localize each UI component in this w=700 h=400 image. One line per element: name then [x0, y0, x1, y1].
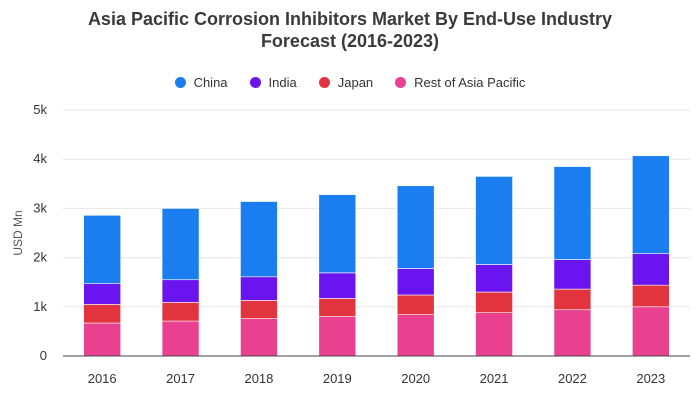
chart-title-line-1: Asia Pacific Corrosion Inhibitors Market…	[87, 9, 613, 29]
chart-title-line-2: Forecast (2016-2023)	[260, 31, 440, 51]
y-tick-label: 4k	[33, 151, 47, 166]
bar-rest-2017	[161, 320, 200, 357]
y-tick-label: 0	[40, 348, 47, 363]
bar-rest-2019	[318, 316, 357, 357]
bar-india-2016	[83, 283, 121, 305]
legend-item-china[interactable]: China	[174, 75, 228, 90]
y-tick-label: 2k	[33, 250, 47, 265]
bar-rest-2018	[240, 318, 278, 357]
bar-rest-2022	[553, 309, 592, 357]
bar-china-2022	[553, 166, 592, 260]
y-tick-label: 3k	[33, 200, 47, 215]
legend-item-india[interactable]: India	[249, 75, 297, 90]
bar-china-2019	[318, 194, 357, 274]
legend-swatch-rest	[395, 77, 407, 88]
bar-india-2022	[553, 259, 592, 290]
bar-china-2021	[475, 176, 513, 265]
bar-india-2018	[240, 276, 278, 301]
x-tick-label: 2022	[558, 371, 587, 386]
legend-item-japan[interactable]: Japan	[318, 75, 374, 90]
bar-japan-2023	[632, 284, 670, 308]
bar-china-2020	[396, 185, 435, 269]
y-tick-label: 1k	[33, 299, 47, 314]
legend-swatch-china	[174, 77, 186, 88]
x-tick-label: 2023	[636, 371, 665, 386]
y-tick-label: 5k	[33, 102, 47, 117]
x-tick-label: 2016	[88, 371, 117, 386]
bar-japan-2018	[240, 300, 278, 319]
bar-china-2023	[632, 155, 670, 254]
bar-india-2023	[632, 253, 670, 286]
bar-rest-2021	[475, 312, 513, 357]
legend-item-rest[interactable]: Rest of Asia Pacific	[395, 75, 525, 90]
bar-china-2018	[240, 201, 278, 278]
legend-label-india: India	[268, 75, 297, 90]
chart-legend: China India Japan Rest of Asia Pacific	[0, 75, 700, 90]
x-tick-label: 2021	[480, 371, 509, 386]
bar-japan-2020	[396, 294, 435, 315]
legend-label-japan: Japan	[337, 75, 374, 90]
legend-swatch-japan	[318, 77, 330, 88]
x-tick-label: 2020	[401, 371, 430, 386]
bar-china-2017	[161, 208, 200, 281]
bar-japan-2017	[161, 302, 200, 322]
x-tick-label: 2018	[244, 371, 273, 386]
x-tick-label: 2017	[166, 371, 195, 386]
bar-rest-2020	[396, 314, 435, 357]
legend-label-rest: Rest of Asia Pacific	[414, 75, 526, 90]
bar-rest-2016	[83, 322, 121, 357]
bar-japan-2019	[318, 298, 357, 317]
x-tick-label: 2019	[323, 371, 352, 386]
bar-japan-2016	[83, 304, 121, 324]
bar-india-2019	[318, 272, 357, 299]
bar-india-2017	[161, 279, 200, 303]
bar-japan-2022	[553, 288, 592, 311]
bar-japan-2021	[475, 291, 513, 314]
bar-china-2016	[83, 214, 121, 284]
legend-swatch-india	[249, 77, 261, 88]
chart-title: Asia Pacific Corrosion Inhibitors Market…	[0, 8, 700, 52]
bar-rest-2023	[632, 306, 670, 357]
legend-label-china: China	[193, 75, 228, 90]
bar-india-2020	[396, 268, 435, 296]
bar-india-2021	[475, 264, 513, 293]
y-axis-title: USD Mn	[11, 210, 25, 255]
